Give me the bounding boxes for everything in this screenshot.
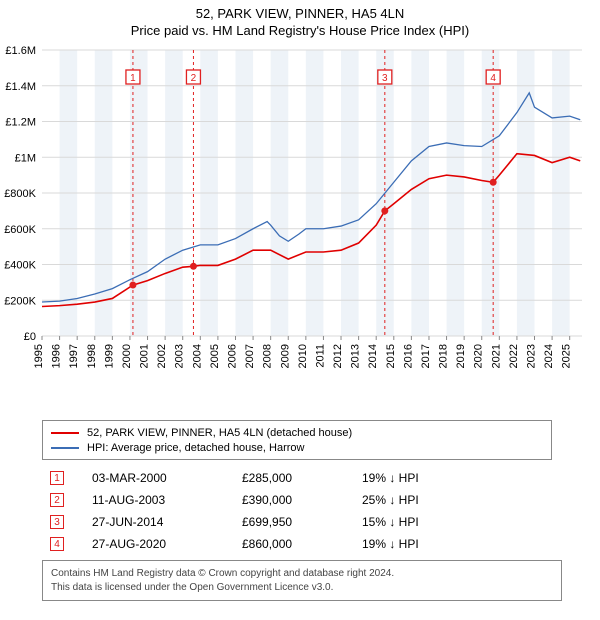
svg-text:£1.6M: £1.6M bbox=[5, 45, 36, 57]
footer-box: Contains HM Land Registry data © Crown c… bbox=[42, 560, 562, 601]
legend-box: 52, PARK VIEW, PINNER, HA5 4LN (detached… bbox=[42, 420, 552, 460]
legend-label-property: 52, PARK VIEW, PINNER, HA5 4LN (detached… bbox=[87, 427, 352, 439]
svg-text:£1.2M: £1.2M bbox=[5, 117, 36, 129]
svg-text:2019: 2019 bbox=[455, 344, 467, 368]
sale-price: £285,000 bbox=[242, 471, 362, 485]
footer-line2: This data is licensed under the Open Gov… bbox=[51, 581, 553, 595]
svg-text:2007: 2007 bbox=[244, 344, 256, 368]
sale-marker-icon: 4 bbox=[50, 537, 64, 551]
svg-text:3: 3 bbox=[382, 73, 388, 84]
svg-text:2012: 2012 bbox=[332, 344, 344, 368]
sale-pct: 19% ↓ HPI bbox=[362, 471, 472, 485]
sale-price: £390,000 bbox=[242, 493, 362, 507]
svg-text:2024: 2024 bbox=[543, 344, 555, 368]
svg-text:2023: 2023 bbox=[526, 344, 538, 368]
svg-text:2013: 2013 bbox=[350, 344, 362, 368]
svg-text:2006: 2006 bbox=[226, 344, 238, 368]
svg-text:1995: 1995 bbox=[33, 344, 45, 368]
legend-row-hpi: HPI: Average price, detached house, Harr… bbox=[51, 440, 543, 455]
svg-text:£0: £0 bbox=[24, 331, 36, 343]
svg-text:1999: 1999 bbox=[103, 344, 115, 368]
svg-text:4: 4 bbox=[490, 73, 496, 84]
svg-text:2015: 2015 bbox=[385, 344, 397, 368]
svg-text:1996: 1996 bbox=[51, 344, 63, 368]
svg-text:2025: 2025 bbox=[561, 344, 573, 368]
sale-marker-icon: 3 bbox=[50, 515, 64, 529]
title-block: 52, PARK VIEW, PINNER, HA5 4LN Price pai… bbox=[0, 0, 600, 38]
footer-line1: Contains HM Land Registry data © Crown c… bbox=[51, 567, 553, 581]
svg-text:2021: 2021 bbox=[490, 344, 502, 368]
svg-text:1: 1 bbox=[130, 73, 136, 84]
svg-text:2: 2 bbox=[191, 73, 197, 84]
svg-text:2011: 2011 bbox=[314, 344, 326, 368]
svg-text:1998: 1998 bbox=[86, 344, 98, 368]
sale-marker-icon: 1 bbox=[50, 471, 64, 485]
sale-row: 3 27-JUN-2014£699,95015% ↓ HPI bbox=[42, 511, 552, 533]
sale-pct: 19% ↓ HPI bbox=[362, 537, 472, 551]
sale-price: £860,000 bbox=[242, 537, 362, 551]
chart-area: £0£200K£400K£600K£800K£1M£1.2M£1.4M£1.6M… bbox=[42, 44, 582, 374]
chart-svg: £0£200K£400K£600K£800K£1M£1.2M£1.4M£1.6M… bbox=[42, 44, 582, 374]
svg-text:£800K: £800K bbox=[4, 188, 36, 200]
sale-date: 03-MAR-2000 bbox=[92, 471, 242, 485]
page-title-line2: Price paid vs. HM Land Registry's House … bbox=[0, 23, 600, 38]
legend-swatch-property bbox=[51, 432, 79, 434]
svg-text:2005: 2005 bbox=[209, 344, 221, 368]
page-title-line1: 52, PARK VIEW, PINNER, HA5 4LN bbox=[0, 6, 600, 21]
svg-text:2004: 2004 bbox=[191, 344, 203, 368]
svg-text:£1.4M: £1.4M bbox=[5, 81, 36, 93]
legend-swatch-hpi bbox=[51, 447, 79, 449]
svg-text:2017: 2017 bbox=[420, 344, 432, 368]
sale-table: 103-MAR-2000£285,00019% ↓ HPI211-AUG-200… bbox=[42, 467, 552, 555]
svg-text:£600K: £600K bbox=[4, 224, 36, 236]
svg-text:2016: 2016 bbox=[402, 344, 414, 368]
sale-price: £699,950 bbox=[242, 515, 362, 529]
svg-text:2002: 2002 bbox=[156, 344, 168, 368]
svg-text:2014: 2014 bbox=[367, 344, 379, 368]
chart-container: 52, PARK VIEW, PINNER, HA5 4LN Price pai… bbox=[0, 0, 600, 620]
sale-row: 4 27-AUG-2020£860,00019% ↓ HPI bbox=[42, 533, 552, 555]
sale-date: 11-AUG-2003 bbox=[92, 493, 242, 507]
svg-text:2001: 2001 bbox=[139, 344, 151, 368]
svg-text:2020: 2020 bbox=[473, 344, 485, 368]
svg-text:£200K: £200K bbox=[4, 295, 36, 307]
svg-text:2022: 2022 bbox=[508, 344, 520, 368]
sale-pct: 25% ↓ HPI bbox=[362, 493, 472, 507]
svg-text:2000: 2000 bbox=[121, 344, 133, 368]
svg-text:1997: 1997 bbox=[68, 344, 80, 368]
svg-text:2010: 2010 bbox=[297, 344, 309, 368]
sale-marker-icon: 2 bbox=[50, 493, 64, 507]
svg-text:£400K: £400K bbox=[4, 260, 36, 272]
svg-text:2018: 2018 bbox=[438, 344, 450, 368]
sale-row: 2 11-AUG-2003£390,00025% ↓ HPI bbox=[42, 489, 552, 511]
svg-text:2008: 2008 bbox=[262, 344, 274, 368]
legend-label-hpi: HPI: Average price, detached house, Harr… bbox=[87, 442, 304, 454]
sale-date: 27-AUG-2020 bbox=[92, 537, 242, 551]
sale-pct: 15% ↓ HPI bbox=[362, 515, 472, 529]
svg-text:£1M: £1M bbox=[15, 152, 36, 164]
sale-date: 27-JUN-2014 bbox=[92, 515, 242, 529]
legend-row-property: 52, PARK VIEW, PINNER, HA5 4LN (detached… bbox=[51, 425, 543, 440]
svg-text:2003: 2003 bbox=[174, 344, 186, 368]
sale-row: 1 03-MAR-2000£285,00019% ↓ HPI bbox=[42, 467, 552, 489]
svg-text:2009: 2009 bbox=[279, 344, 291, 368]
